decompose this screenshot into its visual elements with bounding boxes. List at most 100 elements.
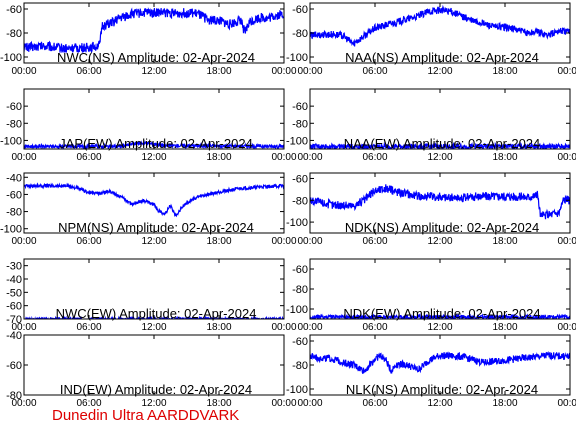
x-tick-label: 06:00 bbox=[76, 236, 101, 247]
x-tick-label: 00:00 bbox=[271, 398, 296, 409]
x-tick-label: 00:00 bbox=[271, 66, 296, 77]
x-tick-label: 00:00 bbox=[11, 398, 36, 409]
x-tick-label: 00:00 bbox=[11, 322, 36, 333]
chart-panel-3: -100 -80 -60 00:00 06:00 12:00 18:00 00:00 JAP(E… bbox=[0, 88, 297, 163]
x-tick-label: 18:00 bbox=[492, 398, 517, 409]
y-tick-label: -80 bbox=[292, 195, 308, 207]
data-series-1 bbox=[24, 182, 284, 218]
chart-title: NPM(NS) Amplitude: 02-Apr-2024 bbox=[58, 220, 254, 235]
x-tick-label: 06:00 bbox=[362, 322, 387, 333]
y-tick-label: -80 bbox=[6, 118, 22, 130]
chart-panel-6: -100 -80 -60 00:00 06:00 12:00 18:00 00:00 NDK(N… bbox=[286, 172, 576, 247]
y-tick-label: -60 bbox=[6, 101, 22, 113]
x-tick-label: 06:00 bbox=[76, 322, 101, 333]
chart-panel-5: -100 -80 -60 -40 00:00 06:00 12:00 18:00 00:00 NP… bbox=[0, 172, 297, 247]
y-tick-label: -80 bbox=[292, 118, 308, 130]
data-series-1 bbox=[24, 140, 284, 149]
x-tick-label: 12:00 bbox=[427, 152, 452, 163]
x-tick-label: 12:00 bbox=[141, 152, 166, 163]
y-tick-label: -100 bbox=[0, 224, 22, 236]
x-tick-label: 00:00 bbox=[297, 398, 322, 409]
x-tick-label: 06:00 bbox=[362, 236, 387, 247]
chart-panel-1: -100 -80 -60 00:00 06:00 12:00 18:00 00:00 NWC(N… bbox=[0, 2, 297, 77]
chart-title: NWC(NS) Amplitude: 02-Apr-2024 bbox=[57, 50, 255, 65]
data-series-1 bbox=[310, 184, 570, 220]
y-tick-label: -40 bbox=[6, 274, 22, 286]
chart-title: NAA(EW) Amplitude: 02-Apr-2024 bbox=[344, 136, 541, 151]
chart-panel-8: -100 -80 -60 00:00 06:00 12:00 18:00 00:00 NDK(E… bbox=[286, 258, 576, 333]
x-tick-label: 18:00 bbox=[492, 66, 517, 77]
x-tick-label: 12:00 bbox=[427, 322, 452, 333]
chart-title: NAA(NS) Amplitude: 02-Apr-2024 bbox=[345, 50, 539, 65]
x-tick-label: 18:00 bbox=[206, 398, 231, 409]
y-tick-label: -40 bbox=[6, 172, 22, 184]
y-tick-label: -100 bbox=[286, 304, 308, 316]
x-tick-label: 00:00 bbox=[11, 236, 36, 247]
x-tick-label: 00:00 bbox=[297, 152, 322, 163]
x-tick-label: 00:00 bbox=[557, 236, 576, 247]
y-tick-label: -70 bbox=[6, 314, 22, 326]
chart-title: NLK(NS) Amplitude: 02-Apr-2024 bbox=[346, 382, 538, 397]
chart-panel-2: -100 -80 -60 00:00 06:00 12:00 18:00 00:00 NAA(N… bbox=[286, 2, 576, 77]
y-tick-label: -100 bbox=[0, 135, 22, 147]
x-tick-label: 18:00 bbox=[206, 66, 231, 77]
y-tick-label: -60 bbox=[6, 4, 22, 16]
x-tick-label: 18:00 bbox=[492, 322, 517, 333]
x-tick-label: 06:00 bbox=[76, 398, 101, 409]
x-tick-label: 18:00 bbox=[492, 236, 517, 247]
x-tick-label: 18:00 bbox=[492, 152, 517, 163]
data-series-1 bbox=[24, 7, 284, 54]
x-tick-label: 06:00 bbox=[362, 66, 387, 77]
x-tick-label: 00:00 bbox=[557, 398, 576, 409]
x-tick-label: 00:00 bbox=[557, 66, 576, 77]
y-tick-label: -40 bbox=[6, 330, 22, 342]
chart-title: NWC(EW) Amplitude: 02-Apr-2024 bbox=[56, 306, 257, 321]
chart-panel-10: -100 -80 -60 00:00 06:00 12:00 18:00 00:00 NLK(N… bbox=[286, 334, 576, 409]
y-tick-label: -100 bbox=[286, 135, 308, 147]
chart-panel-4: -100 -80 -60 00:00 06:00 12:00 18:00 00:00 NAA(E… bbox=[286, 88, 576, 163]
y-tick-label: -60 bbox=[292, 4, 308, 16]
x-tick-label: 18:00 bbox=[206, 236, 231, 247]
x-tick-label: 12:00 bbox=[427, 66, 452, 77]
x-tick-label: 00:00 bbox=[271, 236, 296, 247]
chart-title: NDK(EW) Amplitude: 02-Apr-2024 bbox=[343, 306, 540, 321]
y-tick-label: -60 bbox=[6, 189, 22, 201]
x-tick-label: 12:00 bbox=[141, 322, 166, 333]
chart-title: NDK(NS) Amplitude: 02-Apr-2024 bbox=[345, 220, 539, 235]
x-tick-label: 00:00 bbox=[557, 322, 576, 333]
x-tick-label: 00:00 bbox=[297, 322, 322, 333]
y-tick-label: -60 bbox=[6, 301, 22, 313]
x-tick-label: 00:00 bbox=[297, 236, 322, 247]
y-tick-label: -60 bbox=[292, 264, 308, 276]
y-tick-label: -50 bbox=[6, 287, 22, 299]
chart-panel-7: -70-60 -50-40-30 00:00 06:00 12:00 18:00 00:00… bbox=[6, 258, 297, 333]
y-tick-label: -100 bbox=[286, 384, 308, 396]
chart-title: IND(EW) Amplitude: 02-Apr-2024 bbox=[60, 382, 252, 397]
x-tick-label: 00:00 bbox=[11, 66, 36, 77]
x-tick-label: 18:00 bbox=[206, 322, 231, 333]
y-tick-label: -30 bbox=[6, 261, 22, 273]
x-tick-label: 00:00 bbox=[297, 66, 322, 77]
y-tick-label: -80 bbox=[6, 28, 22, 40]
y-tick-label: -80 bbox=[6, 390, 22, 402]
x-tick-label: 06:00 bbox=[76, 66, 101, 77]
x-tick-label: 00:00 bbox=[557, 152, 576, 163]
y-tick-label: -60 bbox=[292, 101, 308, 113]
data-series-1 bbox=[310, 4, 570, 47]
x-tick-label: 12:00 bbox=[141, 236, 166, 247]
y-tick-label: -80 bbox=[6, 207, 22, 219]
y-tick-label: -100 bbox=[286, 52, 308, 64]
x-tick-label: 06:00 bbox=[76, 152, 101, 163]
y-tick-label: -60 bbox=[6, 360, 22, 372]
data-series-1 bbox=[310, 350, 570, 375]
x-tick-label: 06:00 bbox=[362, 398, 387, 409]
x-tick-label: 00:00 bbox=[271, 322, 296, 333]
y-tick-label: -80 bbox=[292, 360, 308, 372]
footer-label: Dunedin Ultra AARDDVARK bbox=[52, 407, 240, 424]
x-tick-label: 00:00 bbox=[271, 152, 296, 163]
y-tick-label: -100 bbox=[286, 217, 308, 229]
x-tick-label: 12:00 bbox=[141, 398, 166, 409]
chart-panel-9: -80 -60 -40 00:00 06:00 12:00 18:00 00:00 IND(EW… bbox=[6, 330, 297, 409]
x-tick-label: 12:00 bbox=[427, 398, 452, 409]
